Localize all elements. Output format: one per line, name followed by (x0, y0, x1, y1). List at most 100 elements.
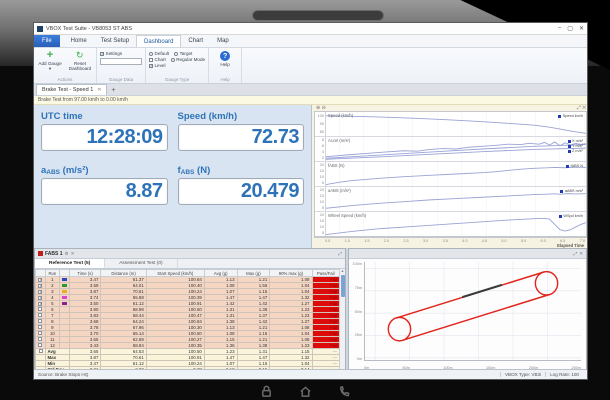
add-gauge-button[interactable]: + Add Gauge ▾ (37, 49, 63, 72)
charts-stack[interactable]: Speed (km/h) 100 90 80 Speed km/h Accel (m/s²… (314, 111, 587, 237)
table-row[interactable]: ✓ 4 3.74 65.88 100.39 1.47 1.47 1.32 Fail (35, 294, 340, 301)
gauge-data-input[interactable] (100, 58, 142, 65)
gauge-display[interactable]: 72.73 (177, 124, 304, 151)
run-checkbox[interactable] (38, 331, 43, 335)
run-checkbox[interactable] (38, 307, 43, 311)
maximize-button[interactable]: ▢ (567, 26, 573, 32)
chart-close-icon[interactable]: ✕ (582, 105, 586, 111)
file-menu-button[interactable]: File (34, 35, 60, 47)
chart-expand-icon[interactable]: ⤢ (576, 105, 581, 111)
column-header[interactable]: Max (g) (236, 269, 271, 277)
doctab-brake-test[interactable]: Brake Test - Speed 1 ✕ (36, 84, 108, 95)
default-option[interactable]: Default (149, 51, 169, 56)
legend-entry: Speed km/h (558, 114, 583, 118)
level-option[interactable]: ✓ Level (149, 63, 165, 68)
scroll-up-icon[interactable]: ▲ (340, 269, 345, 273)
gauge-display[interactable]: 8.87 (41, 178, 168, 205)
run-checkbox[interactable] (38, 337, 43, 341)
chart-subpanel-title: Wheel Speed (km/h) (328, 213, 367, 218)
run-checkbox[interactable]: ✓ (38, 278, 43, 282)
gauge: Speed (km/h) 72.73 (177, 111, 304, 163)
run-checkbox[interactable] (38, 343, 43, 347)
radio-icon (174, 51, 179, 56)
ribbon-tab-home[interactable]: Home (70, 38, 87, 44)
chart-subpanel[interactable]: aABS (m/s²) 20 15 10 5 aABS m/s² (315, 187, 586, 212)
ribbon: + Add Gauge ▾ ↺ Reset Dashboard Actions … (34, 48, 587, 84)
map-expand-icon[interactable]: ⤢ (573, 251, 578, 256)
run-checkbox[interactable] (38, 313, 43, 317)
run-checkbox[interactable]: ✓ (38, 290, 43, 294)
chart-plot-area (326, 138, 586, 160)
target-option[interactable]: Target (174, 51, 192, 56)
doctab-close-icon[interactable]: ✕ (97, 87, 102, 93)
chart-subpanel[interactable]: Wheel Speed (km/h) 20 15 10 5 WSpd km/h (315, 212, 586, 236)
ribbon-tab-test-setup[interactable]: Test Setup (100, 38, 130, 44)
run-checkbox[interactable]: ✓ (38, 302, 43, 306)
close-button[interactable]: ✕ (578, 26, 584, 32)
avg-checkbox[interactable] (38, 349, 43, 353)
ribbon-tab-map[interactable]: Map (217, 38, 229, 44)
map-panel-header: ⤢ ✕ (349, 249, 586, 259)
phone-icon[interactable] (338, 385, 351, 398)
help-button[interactable]: ? Help (212, 49, 238, 67)
menu-tabs: Home Test Setup Dashboard Chart Map (64, 35, 236, 47)
column-header[interactable]: Start Speed (km/h) (145, 269, 205, 277)
column-header[interactable] (59, 269, 70, 277)
column-header[interactable]: Avg (g) (203, 269, 238, 277)
app-window: VBOX Test Suite - VB8053 ST ABS – ▢ ✕ Fi… (33, 22, 588, 380)
fabs-panel-header: FABS 1 ⚙ ✕ ⤢ (35, 249, 345, 259)
ribbon-tab-dashboard[interactable]: Dashboard (136, 35, 182, 47)
gauge-display[interactable]: 20.479 (177, 178, 304, 205)
chart-subpanel[interactable]: Accel (m/s²) 8 6 4 2 X m/s² Y m/s² Z m/s² (315, 137, 586, 162)
gauge-display[interactable]: 12:28:09 (41, 124, 168, 151)
scroll-thumb[interactable] (340, 275, 345, 297)
legend-marker-icon (567, 149, 571, 153)
gear-icon[interactable]: ⚙ (64, 250, 69, 256)
reset-dashboard-label: Reset Dashboard (68, 61, 92, 72)
column-header[interactable]: 90% max (g) (269, 269, 313, 277)
plus-icon: + (46, 49, 54, 61)
column-header[interactable]: Distance (m) (100, 269, 147, 277)
ribbon-group-help: ? Help Help (209, 48, 243, 83)
lock-icon[interactable] (260, 385, 273, 398)
gauge-data-group-label: Gauge Data (108, 77, 134, 82)
chart-option[interactable]: Chart (149, 57, 166, 62)
chart-subpanel[interactable]: Speed (km/h) 100 90 80 Speed km/h (315, 112, 586, 137)
map-close-icon[interactable]: ✕ (579, 250, 583, 256)
regular-mode-option[interactable]: Regular Mode (170, 57, 205, 62)
checkbox-icon: ✓ (100, 51, 104, 56)
run-color-swatch (62, 289, 68, 293)
chart-plot-area (326, 213, 586, 235)
run-checkbox[interactable] (38, 325, 43, 329)
chart-legend: WSpd km/h (558, 214, 583, 218)
ribbon-group-gauge-data: ✓ Settings Gauge Data (97, 48, 146, 83)
ribbon-tab-chart[interactable]: Chart (188, 38, 204, 44)
column-header[interactable]: Pass/Fail (311, 269, 340, 277)
table-body: Run Time (s) Distance (m) Start Speed (km/h… (35, 269, 345, 369)
panel-close-icon[interactable]: ✕ (70, 250, 75, 256)
level-label: Level (154, 63, 166, 68)
chart-subpanel[interactable]: fABS (N) 20 15 10 5 fABS N (315, 162, 586, 187)
x-axis-title: Elapsed Time (557, 243, 584, 248)
column-header[interactable] (35, 269, 46, 277)
run-checkbox[interactable]: ✓ (38, 284, 43, 288)
column-header[interactable]: Time (s) (68, 269, 102, 277)
table-row[interactable]: ✓ 3 3.87 70.61 100.24 1.07 1.15 1.04 Fail (35, 288, 340, 295)
test-tab-assessment[interactable]: Assessment Test (0) (105, 259, 178, 268)
run-checkbox[interactable] (38, 319, 43, 323)
panel-expand-icon[interactable]: ⤢ (338, 251, 342, 256)
run-checkbox[interactable]: ✓ (38, 296, 43, 300)
reset-dashboard-button[interactable]: ↺ Reset Dashboard (67, 49, 93, 72)
table-scrollbar[interactable]: ▲ (339, 269, 345, 369)
map-body[interactable]: 100m 75m 50m 25m 0m 0m 50m 100m 150m 200m 250m (349, 259, 586, 369)
add-tab-button[interactable]: + (111, 87, 116, 94)
chart-zoom-icons[interactable]: ⊕ ⊖ (316, 105, 326, 111)
home-icon[interactable] (299, 385, 312, 398)
minimize-button[interactable]: – (557, 25, 562, 31)
test-tab-reference[interactable]: Reference Test (5) (35, 259, 106, 268)
column-header[interactable]: Run (44, 269, 61, 277)
runs-table[interactable]: Run Time (s) Distance (m) Start Speed (km/h… (35, 269, 340, 369)
map-plot[interactable] (364, 262, 581, 361)
settings-checkbox[interactable]: ✓ Settings (100, 51, 142, 56)
table-row[interactable]: 11 3.65 62.68 100.27 1.15 1.21 1.08 Fail (35, 336, 340, 343)
